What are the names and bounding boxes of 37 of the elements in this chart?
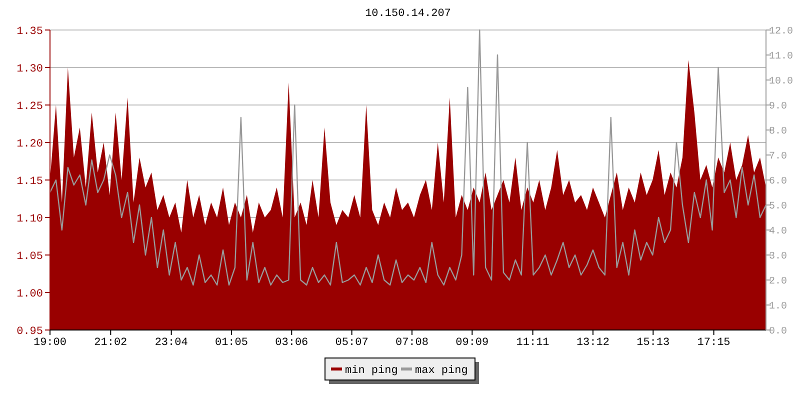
y2-tick-label: 4.0 xyxy=(769,226,788,238)
y-tick-label: 1.00 xyxy=(16,288,43,300)
x-tick-label: 15:13 xyxy=(636,337,670,349)
y-tick-label: 0.95 xyxy=(16,326,43,338)
y2-tick-label: 5.0 xyxy=(769,202,788,212)
y2-tick-label: 12.0 xyxy=(769,26,794,38)
x-tick-label: 13:12 xyxy=(576,337,610,349)
legend-label: min ping xyxy=(345,364,398,377)
y2-tick-label: 7.0 xyxy=(769,152,788,162)
x-tick-label: 19:00 xyxy=(33,337,67,349)
x-tick-label: 01:05 xyxy=(214,337,248,349)
x-tick-label: 17:15 xyxy=(697,337,730,349)
y2-tick-label: 8.0 xyxy=(769,126,788,138)
y2-tick-label: 3.0 xyxy=(769,252,788,262)
x-tick-label: 11:11 xyxy=(516,337,550,349)
y-tick-label: 1.15 xyxy=(16,176,43,188)
legend-label: max ping xyxy=(415,364,468,377)
y2-tick-label: 6.0 xyxy=(769,176,788,188)
x-tick-label: 23:04 xyxy=(154,337,188,349)
y2-tick-label: 10.0 xyxy=(769,76,794,88)
y-tick-label: 1.30 xyxy=(16,63,43,76)
y-tick-label: 1.35 xyxy=(16,26,43,38)
y2-tick-label: 0.0 xyxy=(769,326,788,338)
y2-tick-label: 9.0 xyxy=(769,102,788,112)
chart-title: 10.150.14.207 xyxy=(365,8,451,20)
x-tick-label: 21:02 xyxy=(94,337,128,349)
y2-tick-label: 11.0 xyxy=(769,52,794,62)
y2-tick-label: 2.0 xyxy=(769,276,788,288)
x-tick-label: 09:09 xyxy=(456,337,489,349)
x-tick-label: 05:07 xyxy=(335,337,368,349)
y-tick-label: 1.25 xyxy=(16,100,43,113)
y2-tick-label: 1.0 xyxy=(769,302,788,312)
y-tick-label: 1.10 xyxy=(16,213,43,226)
x-tick-label: 03:06 xyxy=(275,337,308,349)
y-tick-label: 1.05 xyxy=(16,250,43,263)
x-tick-label: 07:08 xyxy=(395,337,428,349)
y-tick-label: 1.20 xyxy=(16,138,43,150)
